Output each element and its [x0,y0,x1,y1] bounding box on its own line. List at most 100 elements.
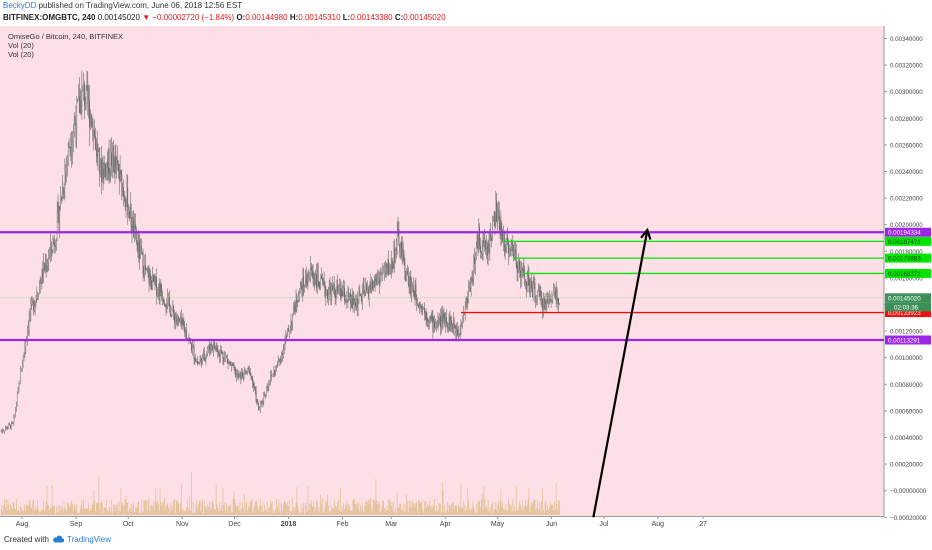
candle-body [326,290,327,294]
target-badge [885,268,931,278]
volume-bar [200,511,202,515]
candle-body [520,269,521,278]
candle-body [251,376,253,378]
candle-body [152,275,154,282]
volume-bar [209,507,211,515]
candle-body [60,196,61,211]
candle-body [453,319,455,329]
candle-body [318,281,320,288]
time-axis-background [0,516,932,530]
volume-bar [189,496,191,515]
candle-body [18,383,20,389]
candle-body [467,300,469,303]
candle-body [43,263,44,279]
volume-bar [466,510,468,515]
volume-bar [526,506,527,515]
volume-bar [26,504,27,515]
candle-body [184,327,186,333]
volume-bar [396,512,397,515]
volume-bar [232,498,234,515]
volume-bar [17,510,19,515]
candle-body [443,314,445,319]
volume-bar [339,510,340,515]
candle-body [452,324,453,330]
volume-bar [101,501,102,515]
candle-body [299,292,300,301]
candle-body [113,157,115,173]
candle-body [430,317,432,320]
volume-bar [263,511,265,515]
candle-body [40,281,42,284]
volume-bar [450,508,452,515]
candle-body [269,383,271,385]
volume-bar [131,511,133,515]
candle-body [192,345,193,351]
candle-body [107,162,108,167]
y-tick-label: 0.00100000 [890,355,923,362]
author-link[interactable]: BeckyDD [3,1,37,10]
volume-bar [448,503,450,515]
volume-bar [52,506,54,515]
candle-body [495,200,497,226]
volume-bar [20,506,21,515]
volume-bar [163,497,165,515]
volume-bar [451,503,452,515]
candle-body [476,235,478,248]
candle-body [208,345,209,351]
volume-bar [194,512,196,515]
volume-bar [136,508,138,515]
candle-body [352,297,354,309]
candle-body [553,291,554,295]
volume-bar [62,511,64,515]
volume-bar [175,512,176,515]
volume-bar [178,502,180,515]
candle-body [430,316,431,318]
candle-body [311,266,312,271]
volume-bar [277,507,278,515]
volume-bar [237,505,239,515]
price-chart[interactable]: 0.00340000 0.00320000 0.00300000 0.00280000… [0,26,932,530]
volume-bar [133,502,135,515]
candle-body [95,141,97,150]
candle-body [0,430,2,432]
candle-body [114,157,116,173]
candle-body [339,282,340,288]
tradingview-brand-link[interactable]: TradingView [67,535,112,544]
candle-body [46,265,48,271]
volume-bar [299,512,301,515]
volume-bar [543,512,545,515]
candle-body [44,264,46,271]
candle-body [439,315,441,319]
candle-body [377,278,378,285]
candle-body [513,252,514,259]
candle-body [417,304,418,306]
projection-arrow-shaft[interactable] [592,229,649,518]
candle-body [123,187,124,197]
volume-bar [511,512,513,515]
candle-body [529,285,531,293]
y-tick-label: 0.00340000 [890,36,923,43]
candle-body [50,242,51,252]
volume-bar [169,512,171,515]
time-axis: Aug Sep Oct Nov Dec 2018 Feb Mar Apr May Jun Jul Aug… [16,516,707,528]
candle-body [337,284,339,292]
candle-body [93,130,95,140]
candle-body [437,319,439,323]
volume-bar [104,508,106,515]
volume-bar [84,508,85,515]
candle-body [220,350,222,353]
candle-body [236,374,237,378]
candle-body [356,297,358,308]
volume-bar [285,503,287,515]
volume-bar [69,506,71,515]
volume-bar [379,512,381,515]
volume-bar [305,502,306,515]
candle-body [542,299,543,310]
candle-body [449,317,451,330]
volume-bar [21,508,22,515]
volume-bar [33,499,34,515]
volume-bar [308,509,310,515]
close-label: C: [394,13,404,22]
volume-bar [294,510,295,515]
candle-body [413,293,415,299]
